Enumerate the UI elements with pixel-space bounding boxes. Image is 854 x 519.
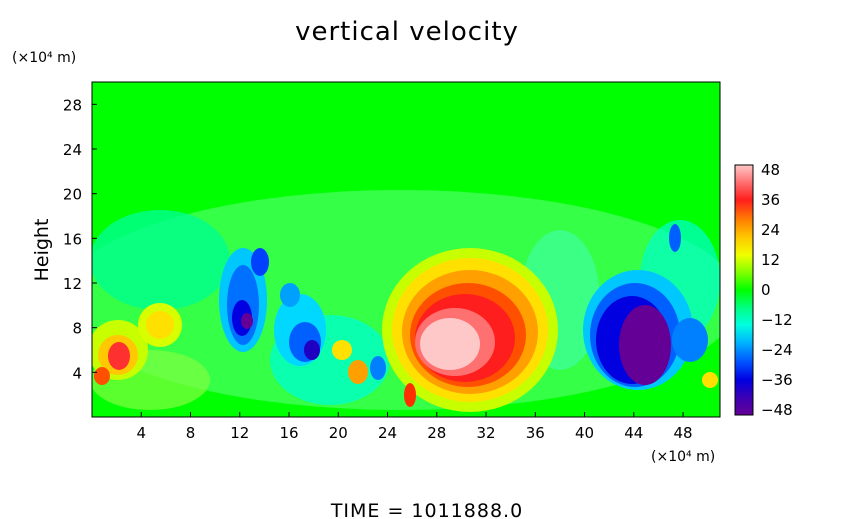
colorbar-tick-label: 36 (761, 191, 780, 209)
y-tick-label: 20 (63, 186, 82, 204)
chart-title: vertical velocity (295, 17, 519, 47)
time-footer: TIME = 1011888.0 (330, 500, 523, 519)
heatmap-field (92, 82, 720, 417)
colorbar-ticks: 48 36 24 12 0 −12 −24 −36 −48 (761, 161, 793, 419)
colorbar (734, 164, 754, 416)
x-tick-label: 24 (378, 424, 397, 442)
x-tick-label: 28 (427, 424, 446, 442)
x-tick-label: 16 (279, 424, 298, 442)
y-tick-label: 12 (63, 275, 82, 293)
x-axis: 4 8 12 16 20 24 28 32 36 40 44 48 (136, 412, 693, 442)
plot-frame (91, 81, 721, 418)
colorbar-tick-label: 12 (761, 251, 780, 269)
x-tick-label: 32 (476, 424, 495, 442)
colorbar-tick-label: −48 (761, 401, 793, 419)
y-tick-label: 24 (63, 141, 82, 159)
y-axis: 4 8 12 16 20 24 28 (63, 96, 97, 382)
y-axis-label: Height (31, 219, 53, 282)
y-tick-label: 4 (72, 364, 82, 382)
colorbar-tick-label: −36 (761, 371, 793, 389)
x-tick-label: 48 (674, 424, 693, 442)
x-tick-label: 4 (136, 424, 146, 442)
x-tick-label: 12 (230, 424, 249, 442)
x-tick-label: 36 (526, 424, 545, 442)
y-units-label: (×10⁴ m) (12, 50, 76, 66)
colorbar-tick-label: −24 (761, 341, 793, 359)
y-tick-label: 28 (63, 96, 82, 114)
x-tick-label: 8 (186, 424, 196, 442)
x-units-label: (×10⁴ m) (651, 449, 715, 465)
x-tick-label: 20 (329, 424, 348, 442)
x-tick-label: 40 (575, 424, 594, 442)
y-tick-label: 16 (63, 230, 82, 248)
colorbar-tick-label: 24 (761, 221, 780, 239)
x-tick-label: 44 (624, 424, 643, 442)
colorbar-tick-label: 0 (761, 281, 771, 299)
colorbar-tick-label: 48 (761, 161, 780, 179)
colorbar-tick-label: −12 (761, 311, 793, 329)
y-tick-label: 8 (72, 320, 82, 338)
